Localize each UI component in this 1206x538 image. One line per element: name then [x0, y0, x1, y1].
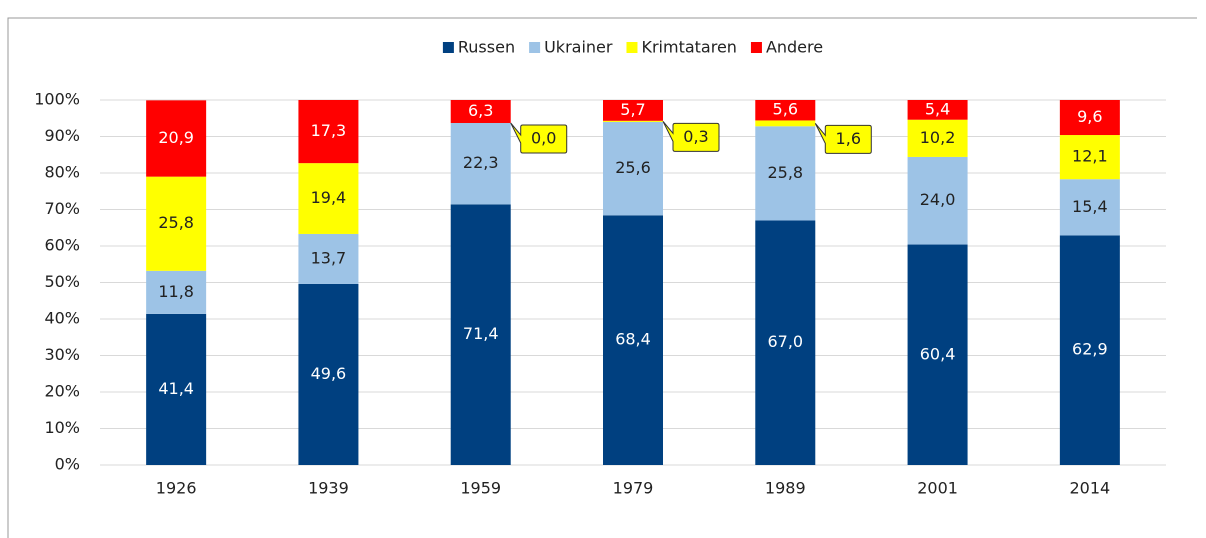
y-tick-label: 40% — [44, 309, 80, 328]
data-label: 5,7 — [620, 100, 645, 119]
bar-segment — [450, 100, 511, 123]
y-tick-label: 60% — [44, 236, 80, 255]
bar-segment — [1059, 179, 1120, 236]
x-tick-label: 1939 — [308, 479, 349, 498]
data-label: 68,4 — [615, 330, 651, 349]
y-tick-label: 50% — [44, 272, 80, 291]
data-label: 17,3 — [311, 121, 347, 140]
data-label: 12,1 — [1072, 147, 1108, 166]
bar-segment — [450, 204, 511, 465]
bar-segment — [755, 126, 816, 221]
bar-segment — [298, 233, 359, 284]
legend-swatch — [442, 42, 454, 53]
bar-segment — [603, 215, 663, 465]
y-tick-label: 80% — [44, 163, 80, 182]
bar-segment — [298, 100, 359, 164]
bar-segment — [755, 100, 816, 121]
legend-swatch — [626, 42, 638, 53]
bar-segment — [907, 119, 968, 157]
bar-segment — [907, 244, 968, 465]
data-label: 9,6 — [1077, 107, 1102, 126]
data-label: 25,8 — [158, 213, 194, 232]
x-tick-label: 1979 — [613, 479, 654, 498]
data-label: 62,9 — [1072, 340, 1108, 359]
data-label: 15,4 — [1072, 197, 1108, 216]
data-label: 25,6 — [615, 158, 651, 177]
bar-segment — [1059, 235, 1120, 465]
y-tick-label: 30% — [44, 345, 80, 364]
x-tick-label: 1959 — [460, 479, 501, 498]
bar-segment — [907, 100, 968, 120]
y-tick-label: 90% — [44, 126, 80, 145]
legend-swatch — [529, 42, 541, 53]
bar-segment — [146, 313, 207, 465]
callout — [510, 122, 568, 154]
legend-label: Andere — [766, 38, 823, 57]
bar-segment — [907, 156, 968, 245]
x-tick-label: 2014 — [1069, 479, 1110, 498]
x-tick-label: 1926 — [156, 479, 197, 498]
data-label: 20,9 — [158, 128, 194, 147]
data-label: 1,6 — [836, 129, 861, 148]
bar-segment — [603, 121, 663, 216]
data-label: 25,8 — [767, 163, 803, 182]
x-tick-label: 2001 — [917, 479, 958, 498]
data-label: 5,6 — [773, 100, 798, 119]
y-tick-label: 70% — [44, 199, 80, 218]
bar-segment — [1059, 135, 1120, 180]
data-label: 5,4 — [925, 99, 950, 118]
data-label: 41,4 — [158, 379, 194, 398]
data-label: 22,3 — [463, 153, 499, 172]
bar-segment — [146, 176, 207, 271]
legend-label: Ukrainer — [544, 38, 613, 57]
callout — [662, 121, 720, 152]
data-label: 24,0 — [920, 190, 956, 209]
frame — [7, 17, 1197, 538]
bar-segment — [146, 100, 207, 177]
bar-segment — [298, 283, 359, 465]
data-label: 49,6 — [311, 364, 347, 383]
y-tick-label: 20% — [44, 382, 80, 401]
bar-segment — [755, 120, 816, 127]
y-tick-label: 0% — [55, 455, 80, 474]
legend-swatch — [750, 42, 762, 53]
data-label: 67,0 — [767, 332, 803, 351]
data-label: 19,4 — [311, 188, 347, 207]
data-label: 0,0 — [531, 128, 556, 147]
bar-segment — [603, 120, 663, 122]
bar-segment — [755, 220, 816, 465]
data-label: 10,2 — [920, 128, 956, 147]
legend-label: Krimtataren — [641, 38, 736, 57]
legend-label: Russen — [458, 38, 515, 57]
data-label: 71,4 — [463, 324, 499, 343]
data-label: 0,3 — [683, 127, 708, 146]
y-tick-label: 10% — [44, 418, 80, 437]
bar-segment — [146, 270, 207, 314]
bar-segment — [603, 100, 663, 121]
bar-segment — [298, 163, 359, 234]
bar-segment — [1059, 100, 1120, 136]
data-label: 13,7 — [311, 248, 347, 267]
data-label: 6,3 — [468, 101, 493, 120]
bar-segment — [450, 122, 511, 205]
y-tick-label: 100% — [34, 90, 80, 109]
data-label: 60,4 — [920, 344, 956, 363]
data-label: 11,8 — [158, 282, 194, 301]
callout — [814, 123, 872, 154]
x-tick-label: 1989 — [765, 479, 806, 498]
